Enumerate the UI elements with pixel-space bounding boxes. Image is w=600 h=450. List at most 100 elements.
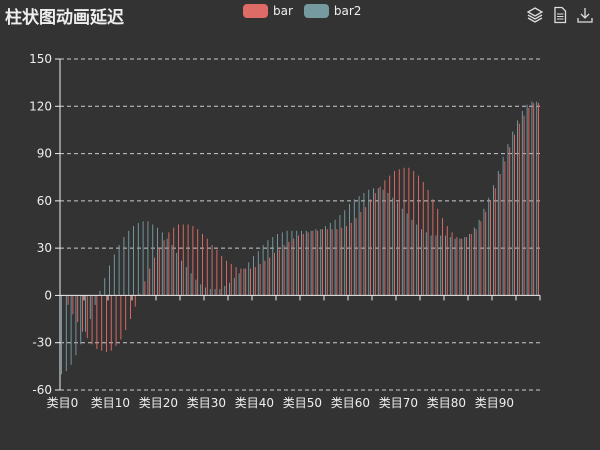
bar-bar2[interactable]: [152, 224, 154, 296]
bar-bar2[interactable]: [286, 230, 288, 296]
bar-bar2[interactable]: [325, 226, 326, 296]
bar-bar[interactable]: [274, 252, 275, 296]
bar-bar[interactable]: [470, 233, 472, 296]
bar-bar[interactable]: [245, 268, 247, 296]
bar-bar2[interactable]: [128, 230, 130, 296]
bar-bar[interactable]: [456, 237, 458, 296]
bar-bar2[interactable]: [209, 289, 211, 296]
bar-bar[interactable]: [293, 238, 295, 296]
bar-bar2[interactable]: [195, 279, 197, 296]
bar-bar[interactable]: [528, 107, 530, 296]
bar-bar[interactable]: [494, 188, 496, 296]
bar-bar2[interactable]: [281, 232, 283, 296]
bar-bar2[interactable]: [521, 111, 523, 296]
bar-bar2[interactable]: [377, 188, 379, 296]
bar-bar[interactable]: [278, 249, 280, 296]
bar-bar[interactable]: [350, 222, 352, 296]
bar-bar2[interactable]: [358, 196, 360, 296]
bar-bar2[interactable]: [425, 232, 427, 296]
bar-bar2[interactable]: [89, 295, 91, 320]
bar-bar2[interactable]: [397, 202, 398, 296]
bar-bar[interactable]: [480, 221, 482, 296]
bar-bar[interactable]: [302, 233, 304, 296]
bar-bar[interactable]: [331, 229, 333, 296]
bar-bar2[interactable]: [243, 268, 245, 296]
bar-bar[interactable]: [427, 189, 429, 296]
bar-bar[interactable]: [254, 267, 256, 296]
bar-bar2[interactable]: [469, 233, 470, 296]
bar-bar2[interactable]: [488, 197, 490, 296]
bar-bar2[interactable]: [219, 289, 221, 296]
bar-bar2[interactable]: [483, 208, 485, 296]
bar-bar[interactable]: [379, 186, 381, 296]
bar-bar[interactable]: [82, 295, 83, 332]
bar-bar2[interactable]: [373, 188, 374, 296]
bar-bar[interactable]: [432, 199, 434, 296]
bar-bar2[interactable]: [473, 227, 475, 296]
bar-bar2[interactable]: [248, 262, 250, 296]
bar-bar[interactable]: [158, 248, 160, 296]
bar-bar[interactable]: [485, 211, 487, 296]
bar-bar2[interactable]: [430, 235, 432, 296]
bar-bar[interactable]: [182, 224, 184, 296]
bar-bar[interactable]: [216, 249, 218, 296]
bar-bar2[interactable]: [478, 219, 480, 296]
bar-bar[interactable]: [115, 295, 117, 346]
bar-bar2[interactable]: [497, 170, 499, 296]
bar-bar[interactable]: [178, 224, 179, 296]
bar-bar[interactable]: [91, 295, 93, 345]
bar-bar[interactable]: [466, 237, 467, 296]
bar-bar[interactable]: [365, 207, 367, 296]
bar-bar[interactable]: [154, 257, 155, 296]
bar-bar2[interactable]: [85, 295, 86, 332]
bar-bar[interactable]: [461, 238, 463, 296]
bar-bar[interactable]: [250, 268, 251, 296]
bar-bar2[interactable]: [224, 285, 226, 296]
bar-bar[interactable]: [283, 244, 285, 296]
bar-bar2[interactable]: [272, 237, 274, 296]
bar-bar2[interactable]: [320, 229, 322, 296]
bar-bar[interactable]: [422, 181, 424, 296]
bar-bar[interactable]: [130, 295, 131, 320]
bar-bar2[interactable]: [161, 232, 163, 296]
bar-bar2[interactable]: [229, 282, 230, 296]
bar-bar[interactable]: [317, 230, 319, 296]
bar-bar2[interactable]: [464, 237, 466, 296]
bar-bar2[interactable]: [190, 273, 192, 296]
bar-bar2[interactable]: [171, 244, 173, 296]
bar-bar2[interactable]: [133, 226, 134, 296]
bar-bar2[interactable]: [305, 230, 307, 296]
bar-bar2[interactable]: [440, 235, 442, 296]
bar-bar2[interactable]: [238, 273, 240, 296]
bar-bar[interactable]: [394, 170, 395, 296]
bar-bar2[interactable]: [416, 224, 418, 296]
bar-bar2[interactable]: [401, 208, 403, 296]
bar-bar2[interactable]: [411, 219, 413, 296]
bar-bar[interactable]: [298, 235, 299, 296]
bar-bar[interactable]: [538, 103, 539, 296]
bar-bar[interactable]: [370, 199, 371, 296]
bar-bar[interactable]: [72, 295, 74, 315]
bar-bar[interactable]: [307, 232, 309, 296]
bar-bar2[interactable]: [531, 101, 533, 296]
bar-bar2[interactable]: [435, 235, 437, 296]
bar-bar2[interactable]: [176, 252, 178, 296]
bar-bar2[interactable]: [382, 189, 384, 296]
bar-bar2[interactable]: [277, 233, 278, 296]
bar-bar[interactable]: [235, 267, 237, 296]
bar-bar2[interactable]: [142, 221, 144, 296]
bar-bar2[interactable]: [61, 295, 62, 375]
bar-bar[interactable]: [110, 295, 112, 351]
download-icon[interactable]: [576, 6, 594, 24]
bar-bar[interactable]: [446, 226, 448, 296]
bar-bar2[interactable]: [334, 219, 336, 296]
bar-bar2[interactable]: [387, 192, 389, 296]
bar-bar[interactable]: [259, 263, 261, 296]
bar-bar2[interactable]: [329, 222, 331, 296]
bar-bar[interactable]: [101, 295, 103, 351]
bar-bar[interactable]: [533, 103, 535, 296]
bar-bar[interactable]: [173, 227, 175, 296]
bar-bar[interactable]: [499, 174, 501, 296]
bar-bar2[interactable]: [363, 192, 365, 296]
bar-bar2[interactable]: [253, 256, 254, 296]
